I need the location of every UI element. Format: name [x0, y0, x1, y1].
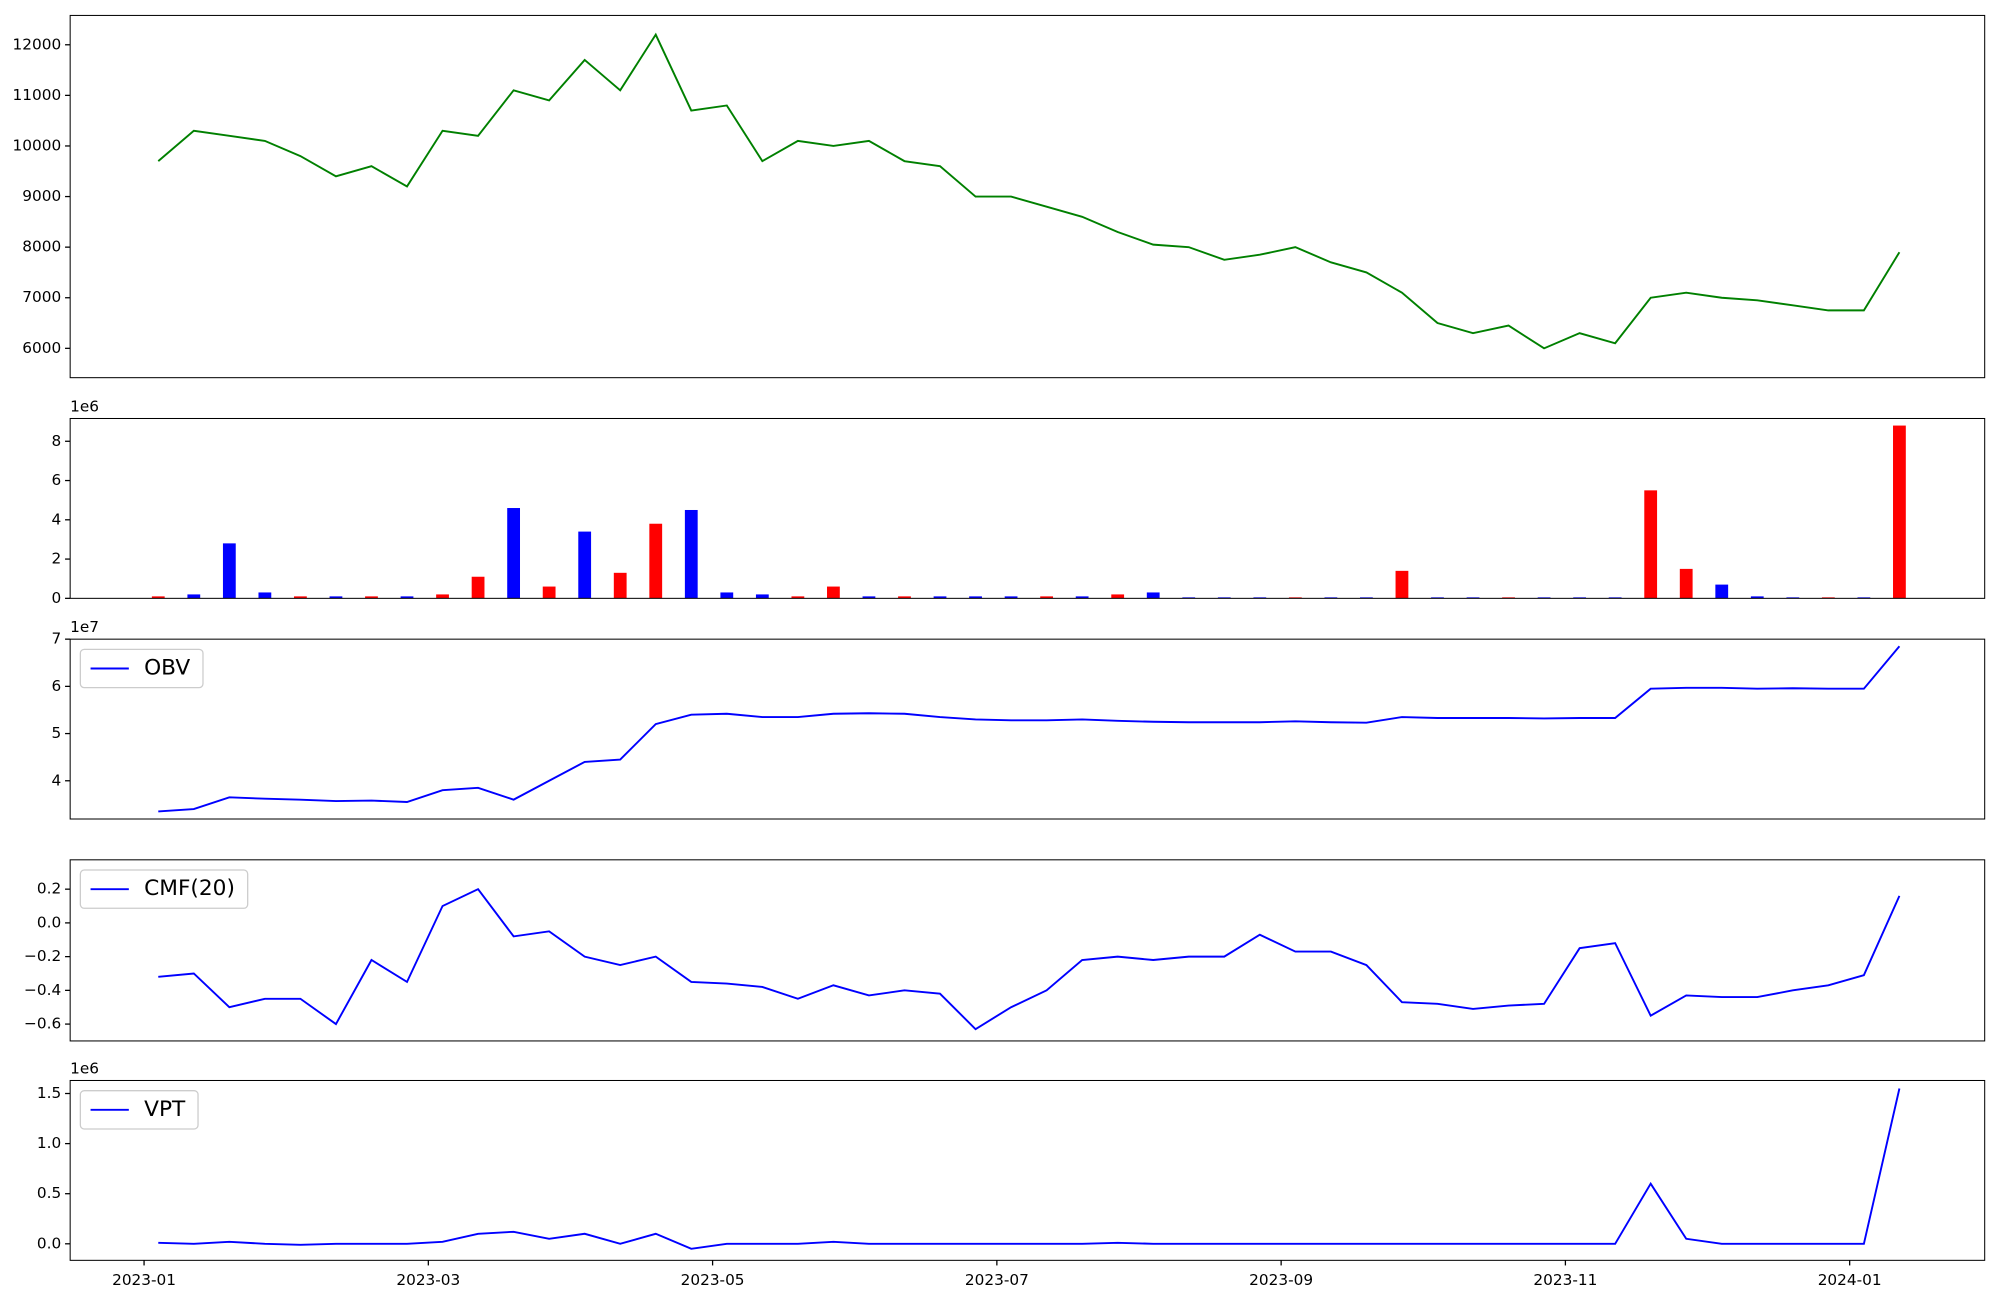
y-tick-label: 0.0: [37, 913, 61, 931]
bar: [933, 596, 947, 599]
y-offset-label: 1e7: [70, 618, 99, 636]
series-line: [158, 887, 1901, 1031]
y-tick-label: 7000: [22, 288, 61, 306]
bar: [1679, 568, 1693, 599]
bar: [187, 594, 201, 599]
y-tick-label: 10000: [13, 136, 62, 154]
y-tick-label: 11000: [13, 86, 62, 104]
bar: [720, 592, 734, 599]
bar: [471, 576, 485, 599]
axes-frame: [69, 859, 1986, 1042]
y-tick-label: 4: [51, 510, 61, 528]
y-tick-label: 6000: [22, 339, 61, 357]
y-tick-label: 9000: [22, 187, 61, 205]
bar: [898, 596, 911, 599]
bar: [151, 596, 165, 599]
legend-box: [79, 869, 249, 909]
y-tick-label: 1.0: [37, 1134, 61, 1152]
bar: [1040, 596, 1054, 599]
y-tick-label: 0.2: [37, 880, 61, 898]
bar: [1644, 490, 1658, 599]
axes-frame: [69, 638, 1986, 820]
y-tick-label: 4: [51, 771, 61, 789]
y-tick-label: 0.0: [37, 1234, 61, 1252]
bar: [1075, 596, 1089, 599]
x-tick-label: 2023-09: [1249, 1271, 1313, 1289]
bar: [507, 508, 521, 599]
series-line: [158, 645, 1901, 813]
bar: [258, 592, 272, 599]
y-tick-label: 6: [51, 677, 61, 695]
bar: [1146, 592, 1160, 599]
y-tick-label: −0.6: [24, 1015, 61, 1033]
bar: [827, 586, 840, 599]
y-tick-label: −0.4: [24, 981, 61, 999]
bar: [862, 596, 876, 599]
bar: [222, 543, 236, 599]
bar: [578, 531, 592, 599]
y-tick-label: 0: [51, 589, 61, 607]
x-tick-label: 2023-01: [112, 1271, 176, 1289]
bar: [649, 523, 663, 599]
x-tick-label: 2023-03: [396, 1271, 460, 1289]
bar: [1715, 584, 1729, 599]
bar: [1893, 425, 1906, 599]
y-tick-label: 8000: [22, 238, 61, 256]
legend-label: VPT: [144, 1097, 186, 1122]
x-tick-label: 2023-11: [1533, 1271, 1597, 1289]
bar: [294, 596, 307, 599]
legend-label: CMF(20): [144, 876, 235, 901]
bar: [1750, 596, 1764, 599]
y-tick-label: 2: [51, 550, 61, 568]
y-tick-label: −0.2: [24, 947, 61, 965]
bar: [1395, 570, 1409, 599]
bar: [969, 596, 982, 599]
y-offset-label: 1e6: [70, 1060, 99, 1078]
y-tick-label: 8: [51, 432, 61, 450]
y-tick-label: 12000: [13, 35, 62, 53]
legend-label: OBV: [144, 655, 190, 680]
y-tick-label: 6: [51, 471, 61, 489]
bar: [1111, 594, 1125, 599]
bar: [791, 596, 805, 599]
bar: [400, 596, 414, 599]
x-tick-label: 2023-05: [681, 1271, 745, 1289]
y-tick-label: 7: [51, 630, 61, 648]
legend-box: [79, 1090, 199, 1130]
axes-frame: [69, 417, 1986, 599]
bar: [1004, 596, 1018, 599]
bar: [684, 509, 698, 599]
axes-frame: [69, 1079, 1986, 1261]
bar: [542, 586, 556, 599]
y-tick-label: 0.5: [37, 1184, 61, 1202]
series-line: [157, 32, 1901, 350]
axes-frame: [69, 14, 1986, 379]
bar: [755, 594, 769, 599]
x-tick-label: 2023-07: [965, 1271, 1029, 1289]
bar: [329, 596, 343, 599]
bar: [436, 594, 449, 599]
bar: [365, 596, 378, 599]
legend-box: [79, 648, 204, 689]
x-tick-label: 2024-01: [1818, 1271, 1882, 1289]
y-tick-label: 5: [51, 724, 61, 742]
y-tick-label: 1.5: [37, 1084, 61, 1102]
bar: [613, 572, 627, 599]
series-line: [158, 1088, 1901, 1250]
y-offset-label: 1e6: [70, 398, 99, 416]
